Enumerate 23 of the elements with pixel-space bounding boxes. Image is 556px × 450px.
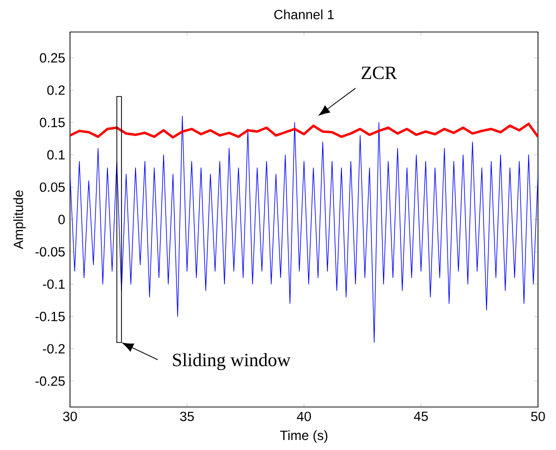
x-tick-label: 30: [63, 412, 77, 422]
y-tick-label: 0.15: [40, 118, 65, 128]
y-tick-label: -0.25: [35, 376, 65, 386]
y-tick-label: -0.2: [42, 344, 65, 354]
y-tick-label: 0: [58, 214, 65, 224]
x-tick-label: 35: [180, 412, 194, 422]
x-tick-label: 50: [531, 412, 545, 422]
annotation: Sliding window: [173, 353, 291, 370]
x-tick-label: 40: [296, 412, 311, 422]
annotation: ZCR: [362, 66, 398, 80]
line-series: [70, 116, 538, 343]
y-tick-label: 0.05: [40, 182, 65, 192]
y-tick-label: 0.25: [40, 53, 65, 63]
x-axis-title: Time (s): [280, 430, 328, 443]
y-tick-label: -0.05: [35, 247, 65, 257]
y-tick-label: -0.15: [35, 312, 65, 322]
line-series: [70, 122, 538, 139]
x-tick-label: 45: [414, 412, 428, 422]
y-tick-label: -0.1: [42, 279, 65, 289]
y-tick-label: 0.2: [47, 85, 65, 95]
y-tick-label: 0.1: [47, 150, 65, 160]
y-axis-title: Amplitude: [13, 190, 26, 250]
chart-title: Channel 1: [274, 9, 334, 20]
